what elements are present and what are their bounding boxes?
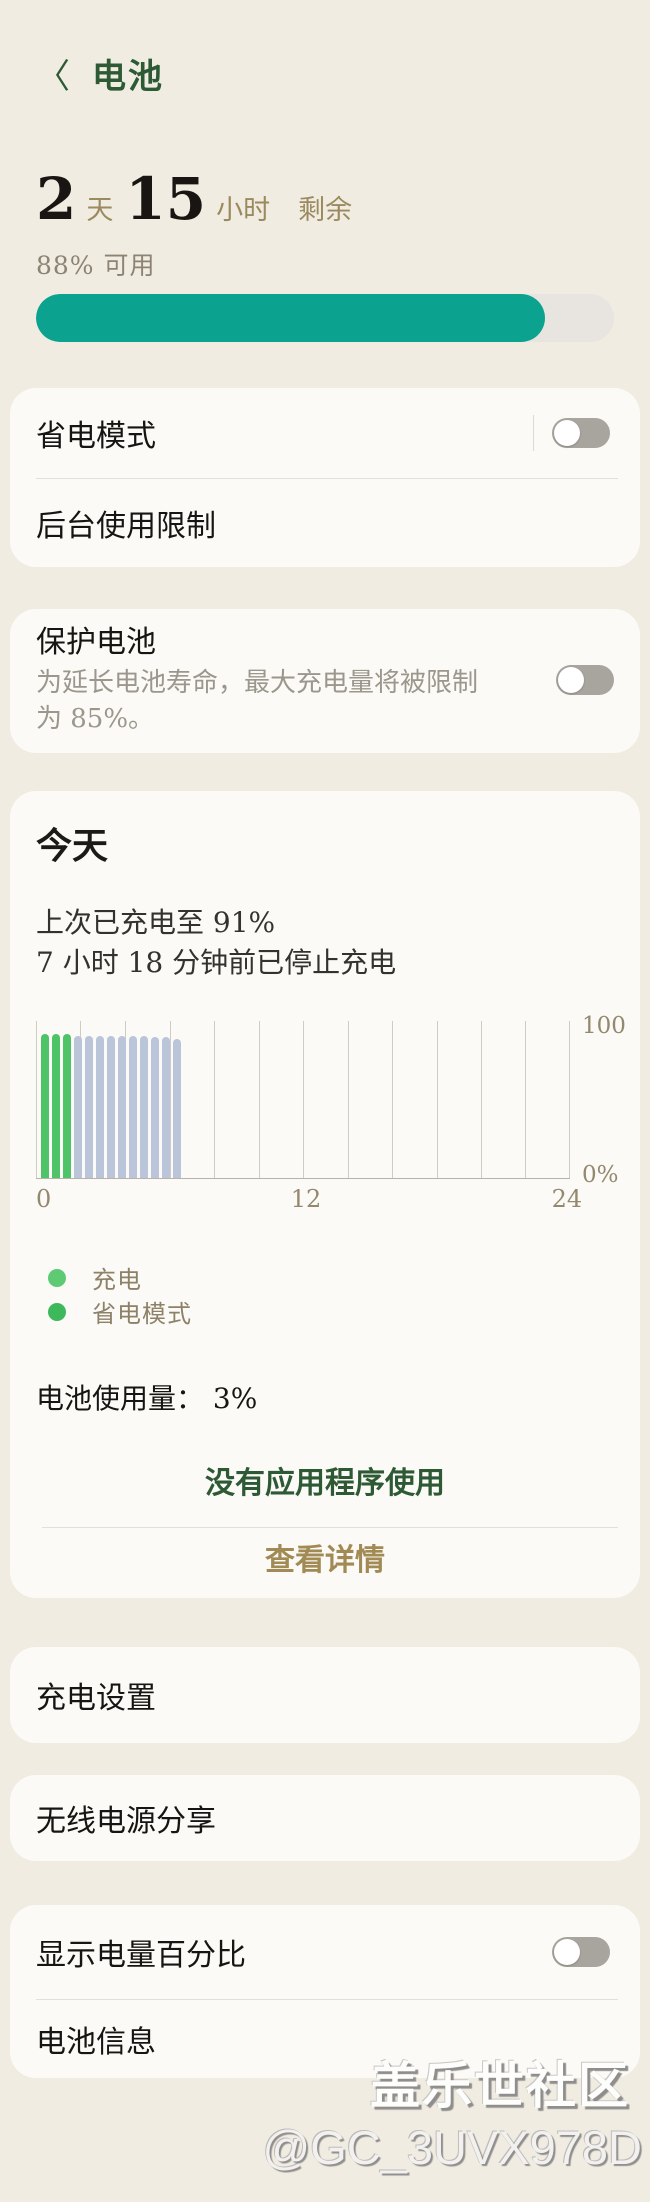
chart-gridline <box>391 1020 393 1178</box>
watermark-user-id: @GC_3UVX978D <box>262 2121 643 2174</box>
divider <box>36 477 618 479</box>
wireless-power-sharing-card[interactable]: 无线电源分享 <box>10 1774 640 1861</box>
chart-bar-charging <box>41 1033 49 1178</box>
view-details-button[interactable]: 查看详情 <box>265 1542 385 1578</box>
protect-battery-text: 保护电池 为延长电池寿命，最大充电量将被限制为 85%。 <box>36 623 556 737</box>
charge-info: 上次已充电至 91% 7 小时 18 分钟前已停止充电 <box>36 903 614 983</box>
x-tick-0: 0 <box>36 1184 52 1213</box>
chart-gridline <box>213 1020 215 1178</box>
chart-bar-normal <box>96 1035 104 1178</box>
protect-battery-card[interactable]: 保护电池 为延长电池寿命，最大充电量将被限制为 85%。 <box>10 608 640 753</box>
chart-gridline <box>347 1020 349 1178</box>
battery-progress-fill <box>36 293 545 342</box>
protect-battery-description: 为延长电池寿命，最大充电量将被限制为 85%。 <box>36 667 479 734</box>
row-separator <box>533 414 534 451</box>
charging-legend-label: 充电 <box>92 1266 142 1295</box>
chart-gridline <box>303 1020 304 1178</box>
chart-gridline <box>258 1020 260 1178</box>
chart-bar-charging <box>63 1033 71 1178</box>
chart-plot: 100 0% <box>36 1013 626 1188</box>
today-card: 今天 上次已充电至 91% 7 小时 18 分钟前已停止充电 100 0% 0 … <box>10 790 640 1598</box>
legend-item-charging: 充电 <box>36 1263 614 1295</box>
power-saving-row[interactable]: 省电模式 <box>10 388 640 478</box>
chart-bar-charging <box>52 1033 60 1178</box>
stopped-charging-text: 7 小时 18 分钟前已停止充电 <box>36 945 397 979</box>
watermark-community: 盖乐世社区 <box>370 2058 630 2114</box>
power-saving-card: 省电模式 后台使用限制 <box>10 387 640 567</box>
chart-bar-normal <box>85 1035 93 1178</box>
chart-bar-normal <box>74 1035 82 1178</box>
battery-info-label: 电池信息 <box>36 2024 156 2060</box>
power-saving-label: 省电模式 <box>36 418 156 454</box>
battery-usage-text: 电池使用量： 3% <box>36 1381 258 1415</box>
hours-value: 15 <box>125 165 207 233</box>
charging-legend-dot <box>48 1268 66 1287</box>
background-limit-row[interactable]: 后台使用限制 <box>10 479 640 567</box>
battery-level-chart: 100 0% 0 12 24 <box>36 1013 626 1217</box>
available-percent-text: 88% 可用 <box>36 250 156 280</box>
bottom-card: 显示电量百分比 电池信息 <box>10 1904 640 2078</box>
y-axis-label-bottom: 0% <box>582 1161 619 1188</box>
chart-gridline <box>481 1020 482 1178</box>
show-percent-row[interactable]: 显示电量百分比 <box>10 1905 640 1999</box>
back-icon[interactable]: 〈 <box>36 56 70 97</box>
divider <box>36 1998 618 2000</box>
chart-gridline <box>569 1020 570 1178</box>
legend-item-powersaving: 省电模式 <box>36 1297 614 1329</box>
header: 〈 电池 <box>36 50 650 97</box>
wireless-power-sharing-label: 无线电源分享 <box>36 1803 216 1839</box>
charging-settings-label: 充电设置 <box>36 1680 156 1716</box>
hours-unit: 小时 <box>216 195 271 226</box>
protect-battery-toggle[interactable] <box>556 664 614 695</box>
chart-gridline <box>525 1020 527 1178</box>
chart-bar-normal <box>140 1035 148 1178</box>
chart-bar-normal <box>162 1036 170 1178</box>
today-title: 今天 <box>36 824 109 867</box>
charging-settings-card[interactable]: 充电设置 <box>10 1646 640 1743</box>
battery-progress-track <box>36 293 614 342</box>
chart-bar-normal <box>118 1035 126 1178</box>
chart-legend: 充电 省电模式 <box>36 1263 614 1329</box>
last-charged-text: 上次已充电至 91% <box>36 905 276 939</box>
remaining-label: 剩余 <box>298 195 353 226</box>
chart-bar-normal <box>151 1036 159 1178</box>
battery-info-row[interactable]: 电池信息 <box>10 2000 640 2078</box>
chart-bar-normal <box>129 1035 137 1178</box>
chart-gridline <box>436 1020 438 1178</box>
power-saving-toggle[interactable] <box>552 417 610 448</box>
x-tick-12: 12 <box>290 1184 322 1213</box>
chart-gridline <box>169 1020 171 1178</box>
time-remaining: 2 天 15 小时 剩余 <box>36 165 614 233</box>
page-title: 电池 <box>92 56 164 97</box>
show-percent-toggle[interactable] <box>552 1936 610 1967</box>
power-saving-legend-dot <box>48 1302 66 1321</box>
y-axis-label-top: 100 <box>582 1012 626 1039</box>
x-axis-labels: 0 12 24 <box>36 1184 582 1217</box>
show-percent-label: 显示电量百分比 <box>36 1937 246 1973</box>
background-limit-label: 后台使用限制 <box>36 508 216 544</box>
chart-bar-normal <box>107 1035 115 1178</box>
no-apps-text: 没有应用程序使用 <box>205 1465 445 1501</box>
battery-settings-screen: { "header": { "back_icon": "〈", "title":… <box>0 50 650 2202</box>
days-unit: 天 <box>86 195 114 226</box>
chart-gridline <box>36 1020 37 1178</box>
protect-battery-title: 保护电池 <box>36 624 156 660</box>
x-tick-24: 24 <box>551 1184 583 1213</box>
divider <box>42 1526 618 1528</box>
power-saving-legend-label: 省电模式 <box>92 1300 192 1329</box>
days-value: 2 <box>36 165 77 233</box>
chart-bar-normal <box>173 1038 181 1178</box>
